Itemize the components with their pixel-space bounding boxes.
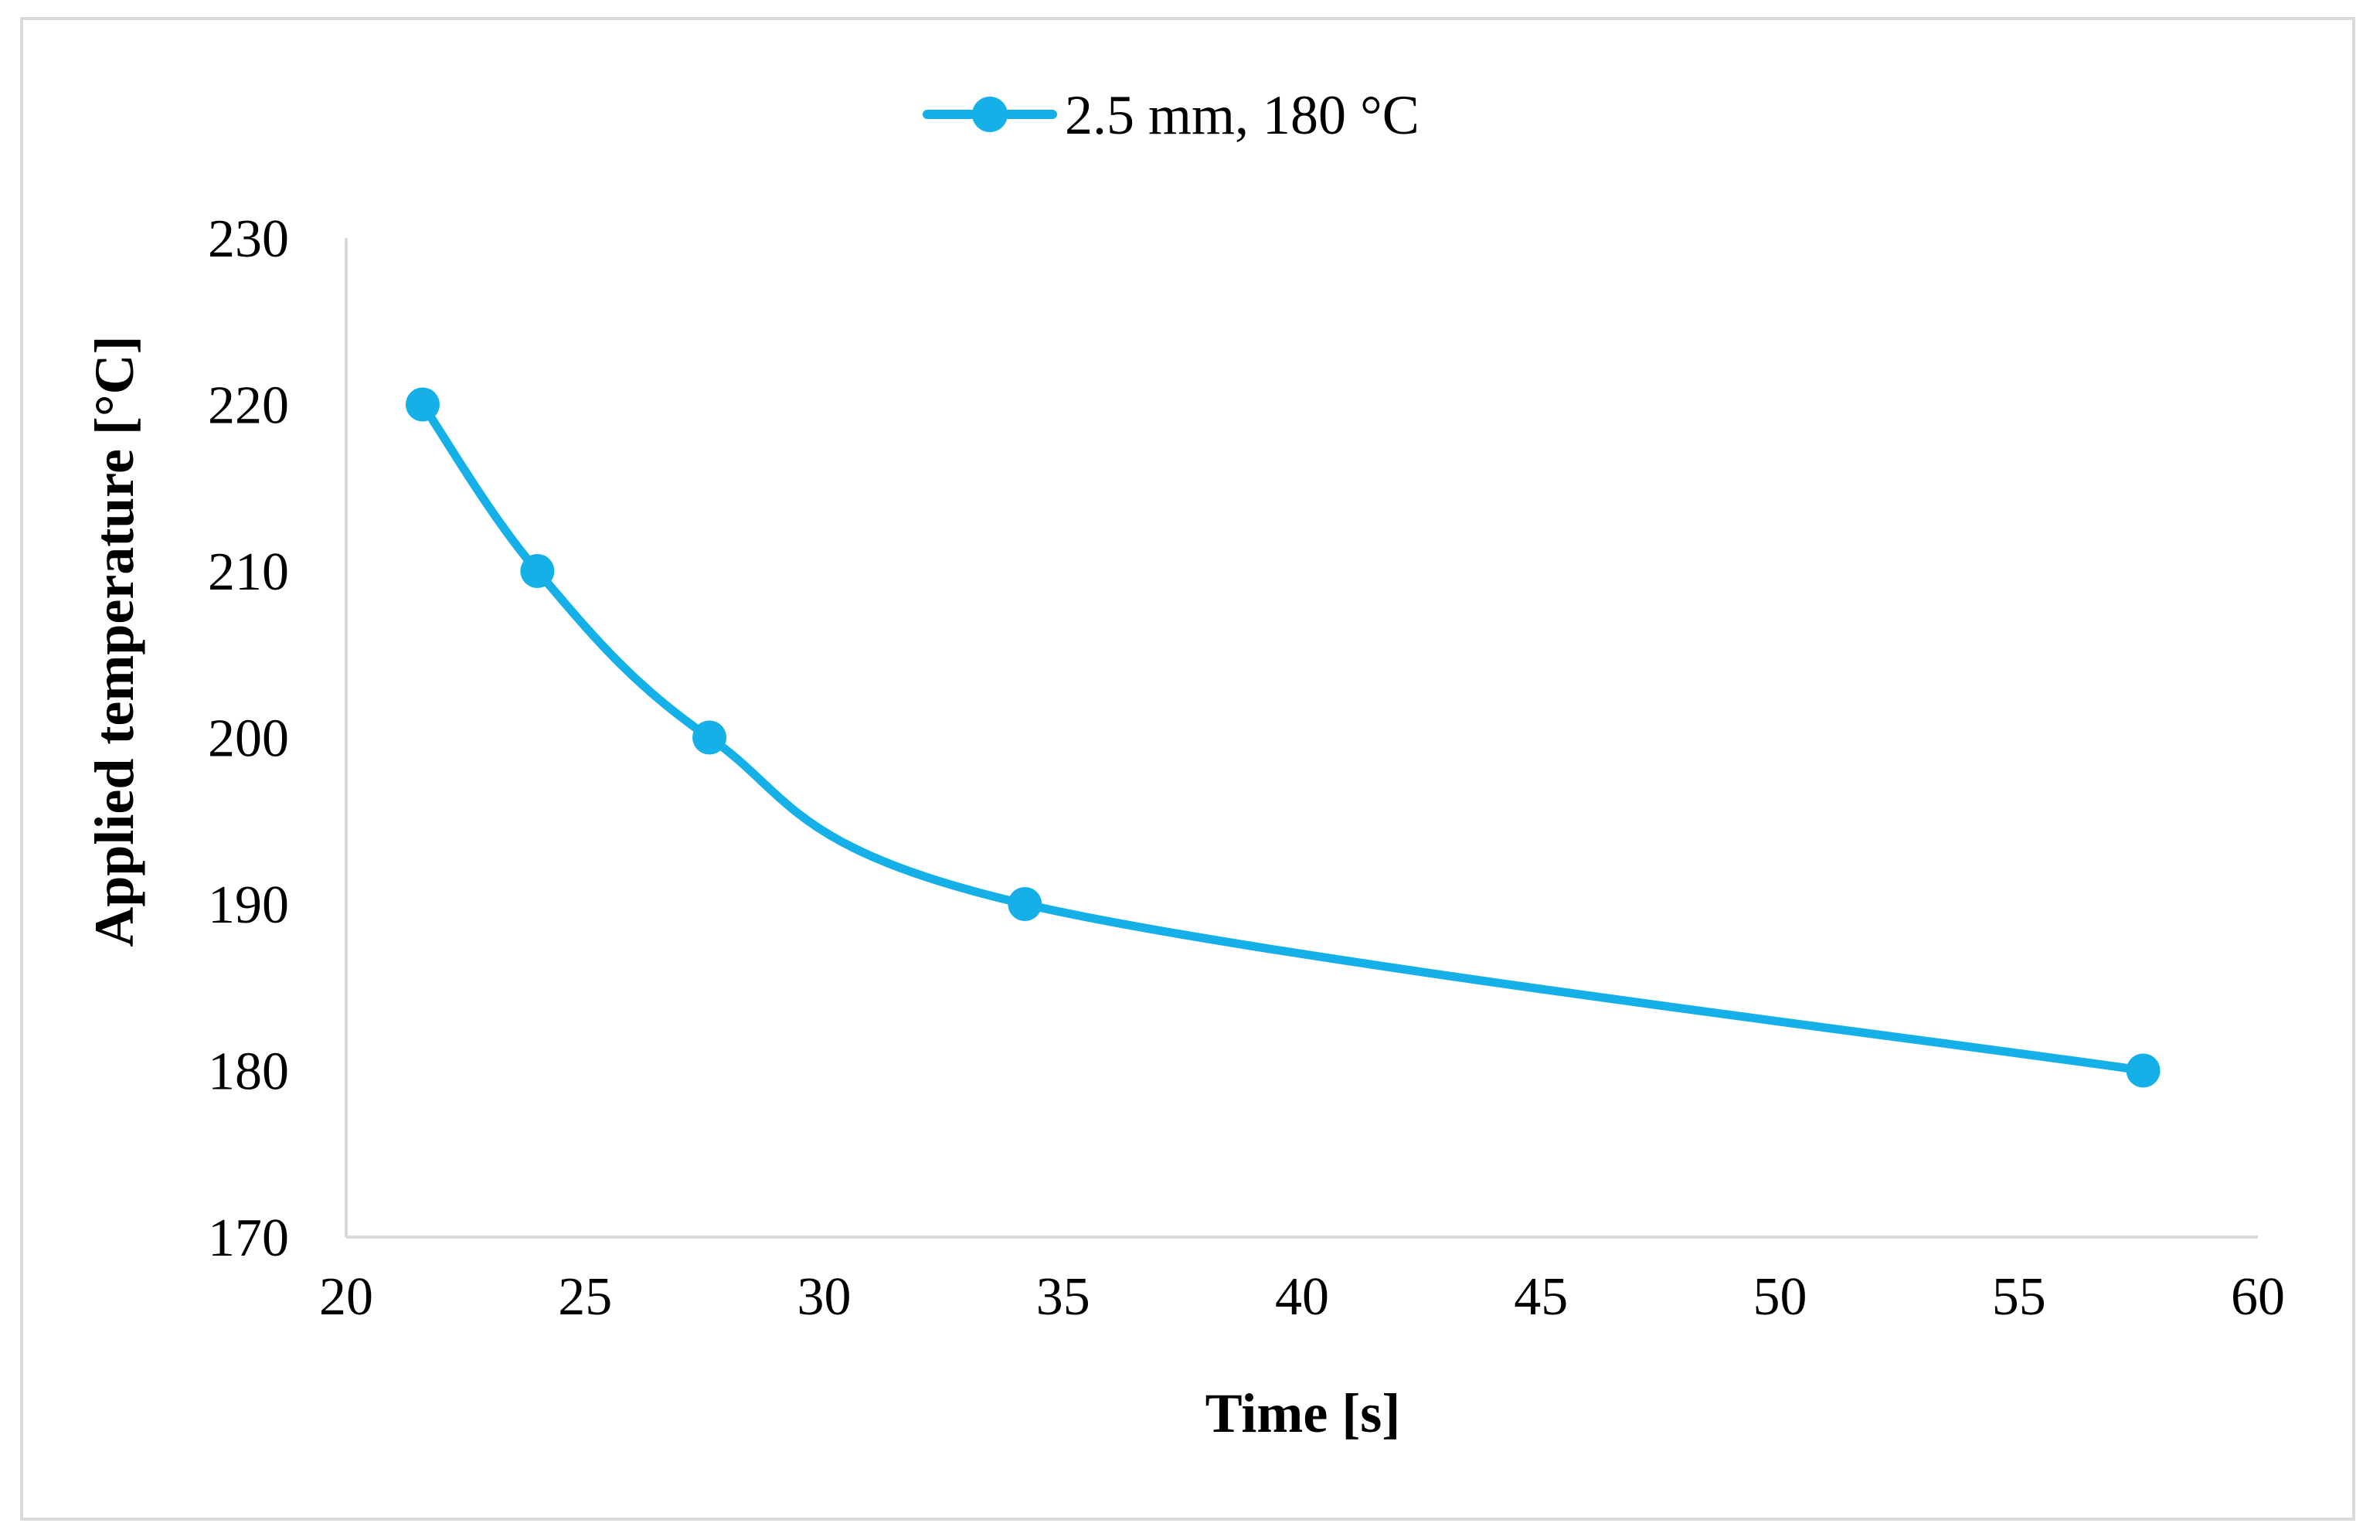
chart-frame [20, 17, 2355, 1521]
data-point [2126, 1053, 2161, 1088]
x-tick-label: 45 [1514, 1267, 1568, 1327]
data-point [405, 387, 440, 422]
x-tick-label: 30 [797, 1267, 852, 1327]
data-point [1008, 887, 1042, 921]
x-tick-label: 20 [319, 1267, 373, 1327]
data-point [520, 554, 555, 588]
x-tick-label: 40 [1275, 1267, 1329, 1327]
x-tick-label: 35 [1036, 1267, 1090, 1327]
y-tick-label: 190 [208, 875, 289, 935]
legend-marker-swatch [972, 97, 1008, 132]
x-tick-label: 50 [1753, 1267, 1807, 1327]
y-axis-ticks: 170 180 190 200 210 220 230 [208, 209, 289, 1268]
y-tick-label: 230 [208, 209, 289, 269]
x-tick-label: 25 [558, 1267, 612, 1327]
axes [345, 238, 2258, 1239]
series-layer [405, 387, 2161, 1088]
y-tick-label: 180 [208, 1042, 289, 1102]
x-axis-ticks: 20 25 30 35 40 45 50 55 60 [319, 1267, 2285, 1327]
legend: 2.5 mm, 180 °C [923, 84, 1420, 146]
y-tick-label: 220 [208, 376, 289, 436]
x-tick-label: 55 [1992, 1267, 2046, 1327]
y-tick-label: 170 [208, 1209, 289, 1268]
series-line [418, 400, 2148, 1075]
y-axis-title: Applied temperature [°C] [83, 335, 145, 947]
x-axis-title: Time [s] [1205, 1382, 1401, 1444]
legend-label: 2.5 mm, 180 °C [1065, 84, 1420, 146]
x-tick-label: 60 [2231, 1267, 2285, 1327]
y-tick-label: 210 [208, 542, 289, 602]
data-point [692, 720, 727, 755]
y-tick-label: 200 [208, 709, 289, 769]
